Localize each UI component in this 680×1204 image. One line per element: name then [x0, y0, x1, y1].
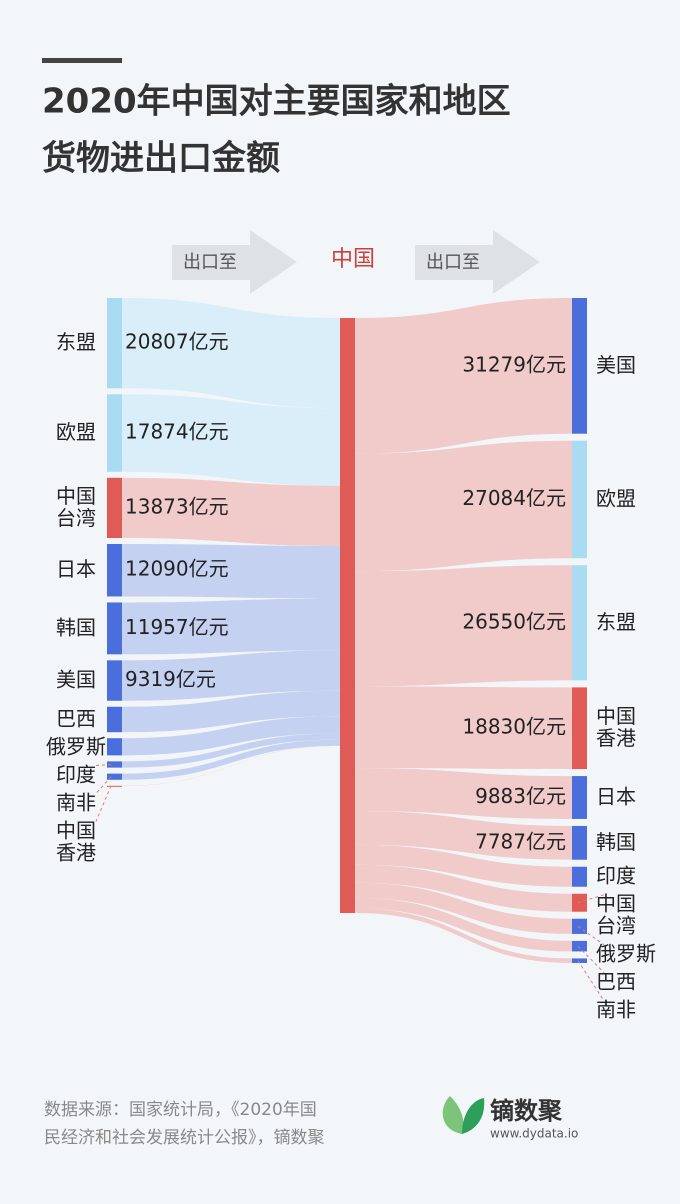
flow: [122, 690, 340, 733]
flow: [122, 394, 340, 486]
leader-line: [95, 776, 112, 794]
chart-title: 2020年中国对主要国家和地区: [42, 82, 511, 122]
flow: [122, 543, 340, 599]
node-label: 日本: [596, 784, 636, 808]
value-label: 9319亿元: [125, 667, 216, 691]
node-label: 俄罗斯: [46, 734, 106, 758]
flow: [355, 440, 572, 572]
arrow: [172, 230, 297, 294]
node: [572, 958, 587, 963]
node-label: 韩国: [56, 615, 96, 639]
node: [107, 602, 122, 655]
flow: [122, 739, 340, 780]
node-label: 中国台湾: [56, 483, 96, 529]
logo-icon: [442, 1096, 485, 1134]
flow: [355, 844, 572, 887]
node-label: 日本: [56, 557, 96, 581]
node-label: 东盟: [56, 330, 96, 354]
value-label: 9883亿元: [475, 784, 566, 808]
center-node: [340, 318, 355, 913]
node: [107, 785, 122, 787]
node-label: 中国香港: [56, 818, 96, 864]
flow: [122, 650, 340, 701]
flow: [355, 864, 572, 912]
value-label: 31279亿元: [462, 352, 566, 376]
leader-line: [577, 894, 605, 904]
value-label: 26550亿元: [462, 609, 566, 633]
leader-line: [577, 960, 605, 1002]
node: [107, 660, 122, 701]
node-label: 韩国: [596, 829, 636, 853]
flow-label: 出口至: [426, 252, 480, 273]
node-label: 印度: [596, 863, 636, 887]
center-label: 中国: [331, 247, 375, 272]
flow: [355, 686, 572, 770]
flow: [122, 298, 340, 409]
node-label: 中国台湾: [596, 891, 636, 937]
flow: [355, 810, 572, 860]
node: [107, 706, 122, 733]
node: [572, 866, 587, 887]
node: [107, 773, 122, 780]
flow: [122, 716, 340, 756]
flow: [122, 598, 340, 655]
node-label: 印度: [56, 762, 96, 786]
node-label: 中国香港: [596, 704, 636, 750]
flow: [355, 565, 572, 687]
chart-title: 货物进出口金额: [42, 139, 280, 179]
brand-url: www.dydata.io: [490, 1127, 578, 1141]
flow: [122, 733, 340, 768]
flow: [355, 882, 572, 934]
value-label: 11957亿元: [125, 615, 229, 639]
node: [572, 825, 587, 860]
flow: [355, 908, 572, 963]
node: [107, 394, 122, 472]
node-label: 美国: [596, 352, 636, 376]
node: [572, 298, 587, 434]
value-label: 13873亿元: [125, 494, 229, 518]
flow: [355, 897, 572, 952]
brand: 镝数聚: [490, 1097, 563, 1125]
flow-label: 出口至: [183, 252, 237, 273]
node-label: 南非: [56, 790, 96, 814]
node-label: 巴西: [56, 706, 96, 730]
title-bar: [42, 58, 122, 63]
value-label: 17874亿元: [125, 420, 229, 444]
node: [572, 440, 587, 559]
value-label: 12090亿元: [125, 557, 229, 581]
node: [107, 761, 122, 768]
node-label: 美国: [56, 667, 96, 691]
node-label: 东盟: [596, 609, 636, 633]
node-label: 南非: [596, 997, 636, 1021]
node: [107, 298, 122, 389]
flow: [122, 477, 340, 546]
source: 民经济和社会发展统计公报》，镝数聚: [44, 1128, 325, 1148]
value-label: 20807亿元: [125, 330, 229, 354]
leader-line: [95, 763, 112, 766]
leader-line: [95, 785, 112, 822]
value-label: 18830亿元: [462, 715, 566, 739]
flow: [122, 745, 340, 787]
node: [572, 776, 587, 819]
arrow: [415, 230, 540, 294]
value-label: 27084亿元: [462, 486, 566, 510]
value-label: 7787亿元: [475, 829, 566, 853]
leader-line: [577, 945, 605, 974]
node-label: 欧盟: [56, 420, 96, 444]
node-label: 巴西: [596, 969, 636, 993]
flow: [355, 298, 572, 454]
leader-line: [577, 925, 605, 946]
node-label: 俄罗斯: [596, 941, 656, 965]
node: [107, 477, 122, 538]
node: [572, 687, 587, 770]
node-label: 欧盟: [596, 486, 636, 510]
node: [572, 565, 587, 681]
flow: [355, 768, 572, 819]
source: 数据来源：国家统计局，《2020年国: [44, 1100, 317, 1120]
node: [572, 940, 587, 952]
node: [107, 543, 122, 597]
node: [107, 738, 122, 756]
